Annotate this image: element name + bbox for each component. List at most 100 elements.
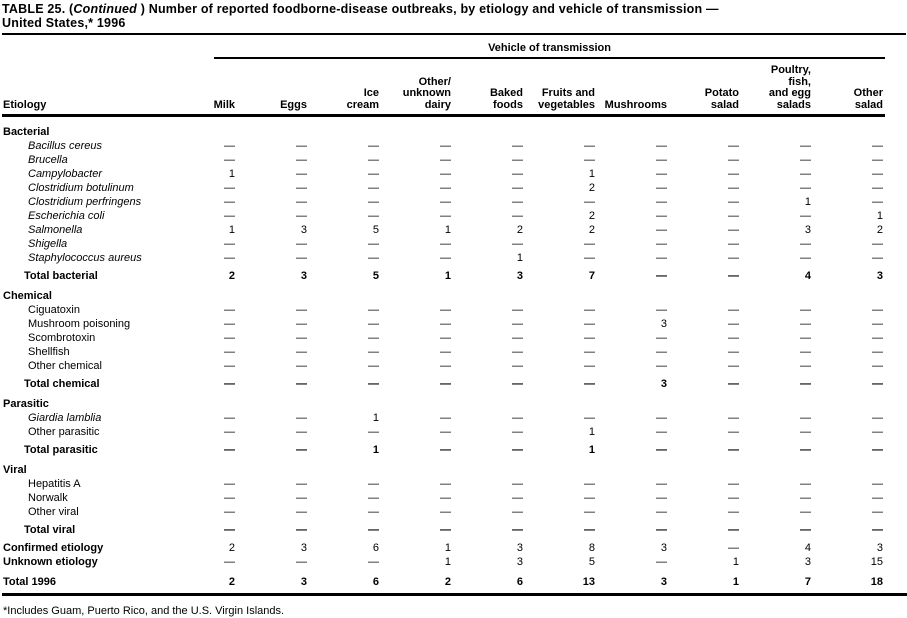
row-label: Bacillus cereus [28,140,102,152]
cell-other-unknown-dairy: — [440,304,451,316]
outbreaks-table: Vehicle of transmission Etiology Milk Egg… [2,42,885,590]
section-heading: Bacterial [3,126,50,138]
cell-ice-cream: — [368,524,379,536]
cell-other-unknown-dairy: — [440,346,451,358]
cell-other-unknown-dairy: — [440,524,451,536]
cell-potato-salad: — [728,168,739,180]
cell-potato-salad: — [728,524,739,536]
cell-mushrooms: — [656,426,667,438]
cell-mushrooms: 3 [660,542,667,554]
cell-fruits-and-vegetables: 7 [588,270,595,282]
cell-baked-foods: — [512,154,523,166]
cell-potato-salad: — [728,304,739,316]
cell-milk: — [224,140,235,152]
cell-other-salad: — [872,332,883,344]
cell-poultry-fish-and-egg-salads: — [800,524,811,536]
column-header-poultry-fish-and-egg-salads: Poultry, fish, and egg salads [741,59,813,117]
cell-mushrooms: — [656,524,667,536]
cell-poultry-fish-and-egg-salads: — [800,412,811,424]
cell-mushrooms: — [656,196,667,208]
cell-eggs: — [296,182,307,194]
cell-ice-cream: — [368,252,379,264]
column-header-etiology: Etiology [2,59,165,117]
cell-ice-cream: — [368,168,379,180]
cell-fruits-and-vegetables: — [584,154,595,166]
cell-potato-salad: — [728,238,739,250]
cell-mushrooms: — [656,332,667,344]
cell-fruits-and-vegetables: — [584,304,595,316]
cell-milk: 1 [228,224,235,236]
cell-other-salad: — [872,524,883,536]
row-label: Clostridium perfringens [28,196,142,208]
cell-ice-cream: — [368,506,379,518]
table-row: Total 1996 2 3 6 2 6 13 3 1 7 18 [2,570,885,590]
table-row: Shellfish — — — — — — — — — — [2,346,885,360]
cell-other-unknown-dairy: — [440,478,451,490]
table-row: Total chemical — — — — — — 3 — — — [2,374,885,392]
table-row: Other chemical — — — — — — — — — — [2,360,885,374]
cell-other-salad: — [872,506,883,518]
summary-label: Unknown etiology [3,556,98,568]
column-header-other-unknown-dairy: Other/ unknown dairy [381,59,453,117]
cell-mushrooms: — [656,140,667,152]
table-row: Clostridium botulinum — — — — — 2 — — — — [2,182,885,196]
table-row: Campylobacter 1 — — — — 1 — — — — [2,168,885,182]
cell-poultry-fish-and-egg-salads: — [800,238,811,250]
cell-ice-cream: 6 [372,542,379,554]
cell-eggs: — [296,478,307,490]
cell-other-unknown-dairy: — [440,332,451,344]
cell-eggs: 3 [300,270,307,282]
cell-baked-foods: — [512,332,523,344]
cell-potato-salad: — [728,210,739,222]
cell-other-salad: 2 [876,224,883,236]
cell-eggs: — [296,332,307,344]
table-row: Giardia lamblia — — 1 — — — — — — — [2,412,885,426]
cell-other-unknown-dairy: 1 [444,224,451,236]
cell-baked-foods: 1 [516,252,523,264]
cell-poultry-fish-and-egg-salads: — [800,318,811,330]
cell-eggs: — [296,412,307,424]
cell-other-salad: 3 [876,542,883,554]
cell-mushrooms: — [656,252,667,264]
cell-potato-salad: — [728,196,739,208]
cell-mushrooms: — [656,444,667,456]
cell-milk: — [224,506,235,518]
cell-milk: — [224,492,235,504]
cell-poultry-fish-and-egg-salads: 4 [804,542,811,554]
cell-milk: — [224,252,235,264]
cell-poultry-fish-and-egg-salads: — [800,140,811,152]
cell-mushrooms: — [656,210,667,222]
cell-poultry-fish-and-egg-salads: — [800,154,811,166]
cell-other-salad: — [872,412,883,424]
cell-eggs: — [296,210,307,222]
cell-eggs: — [296,346,307,358]
cell-other-unknown-dairy: — [440,238,451,250]
cell-fruits-and-vegetables: — [584,524,595,536]
cell-milk: 2 [228,270,235,282]
cell-milk: — [224,318,235,330]
cell-milk: 1 [228,168,235,180]
table-row: Scombrotoxin — — — — — — — — — — [2,332,885,346]
table-title-prefix: TABLE 25. ( [2,2,74,16]
cell-ice-cream: — [368,426,379,438]
footnote: *Includes Guam, Puerto Rico, and the U.S… [3,605,285,617]
cell-potato-salad: — [728,378,739,390]
cell-fruits-and-vegetables: 1 [588,426,595,438]
cell-eggs: — [296,360,307,372]
total-label: Total parasitic [24,444,98,456]
cell-poultry-fish-and-egg-salads: — [800,182,811,194]
total-label: Total bacterial [24,270,98,282]
cell-poultry-fish-and-egg-salads: — [800,252,811,264]
cell-baked-foods: 6 [516,576,523,588]
table-title-line2: United States,* 1996 [2,16,126,30]
cell-baked-foods: 2 [516,224,523,236]
vehicle-of-transmission-header: Vehicle of transmission [214,42,885,59]
cell-poultry-fish-and-egg-salads: 7 [804,576,811,588]
section-heading: Chemical [3,290,52,302]
cell-other-salad: — [872,478,883,490]
row-label: Giardia lamblia [28,412,102,424]
cell-potato-salad: — [728,140,739,152]
cell-ice-cream: — [368,332,379,344]
cell-eggs: — [296,556,307,568]
cell-eggs: — [296,426,307,438]
